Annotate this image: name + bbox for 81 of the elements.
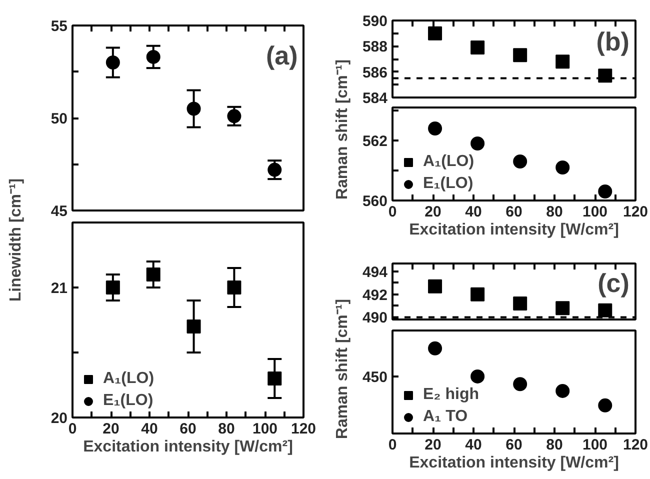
x-tick-label: 60 [506,436,522,454]
point [598,398,612,412]
point [598,68,612,83]
x-tick-label: 120 [290,420,316,438]
text: 450 [362,368,388,386]
x-tick-label: 60 [180,420,196,438]
y-tick-label: 492 [362,286,388,304]
x-tick-label: 80 [546,204,563,220]
x-tick-label: 0 [388,436,397,454]
point [598,303,612,318]
point [428,279,442,294]
point [227,280,242,294]
x-axis-title: Excitation intensity [W/cm²] [83,438,293,456]
annotation: (b) [596,26,630,57]
point [470,40,485,54]
point [513,154,528,168]
text: A₁(LO) [103,370,154,388]
y-tick-label: 21 [50,280,68,297]
x-tick-label: 0 [68,420,77,438]
x-tick-label: 80 [218,420,235,438]
y-tick-label: 45 [50,203,68,220]
y-tick-label: 560 [362,193,388,210]
y-tick-label: 590 [362,13,388,30]
x-tick-label: 120 [622,204,648,220]
x-tick-label: 100 [582,436,608,454]
point [268,162,282,177]
point [428,341,442,356]
y-tick-label: 50 [50,110,68,128]
point [227,109,242,124]
point [556,54,570,69]
y-axis-title: Linewidth [cm⁻¹] [7,178,24,302]
legend-label: E₁(LO) [103,392,154,410]
series-label: A₁ TO [423,408,468,426]
y-tick-label: 20 [50,410,68,427]
point [556,160,570,174]
x-tick-label: 40 [465,204,482,220]
y-tick-label: 494 [362,264,388,281]
series-label: E₁(LO) [423,175,474,193]
x-tick-label: 40 [465,436,482,454]
point [470,369,485,384]
point [470,136,485,150]
point [428,26,442,40]
point [146,50,160,64]
y-tick-label: 588 [362,38,388,56]
x-tick-label: 20 [424,436,442,454]
x-tick-label: 20 [424,204,442,220]
point [556,301,570,316]
point [428,122,442,136]
x-tick-label: 80 [546,436,563,454]
x-tick-label: 120 [622,436,648,454]
legend-label: A₁(LO) [423,153,474,171]
point [186,102,201,116]
point [186,320,201,334]
point [556,384,570,398]
x-tick-label: 40 [141,420,158,438]
x-axis-title: Excitation intensity [W/cm²] [409,222,619,238]
x-tick-label: 100 [582,204,608,220]
y-tick-label: 586 [362,64,388,82]
point [513,48,528,62]
point [470,287,485,302]
point [598,184,612,198]
y-tick-label: 584 [362,90,388,107]
point [268,372,282,386]
x-tick-label: 60 [506,204,522,220]
y-tick-label: 55 [50,18,68,35]
y-tick-label: 562 [362,133,388,150]
legend-label: E₂ high [423,386,479,404]
annotation: (c) [598,268,630,298]
point [106,56,120,70]
point [513,296,528,310]
x-tick-label: 20 [102,420,120,438]
point [513,377,528,392]
y-axis-title: Raman shift [cm⁻¹] [334,298,352,440]
y-axis-title: Raman shift [cm⁻¹] [334,59,352,200]
y-tick-label: 490 [362,310,388,327]
annotation: (a) [266,40,298,70]
point [146,268,160,282]
x-axis-title: Excitation intensity [W/cm²] [409,454,619,472]
point [106,280,120,294]
x-tick-label: 100 [252,420,278,438]
x-tick-label: 0 [388,204,397,220]
